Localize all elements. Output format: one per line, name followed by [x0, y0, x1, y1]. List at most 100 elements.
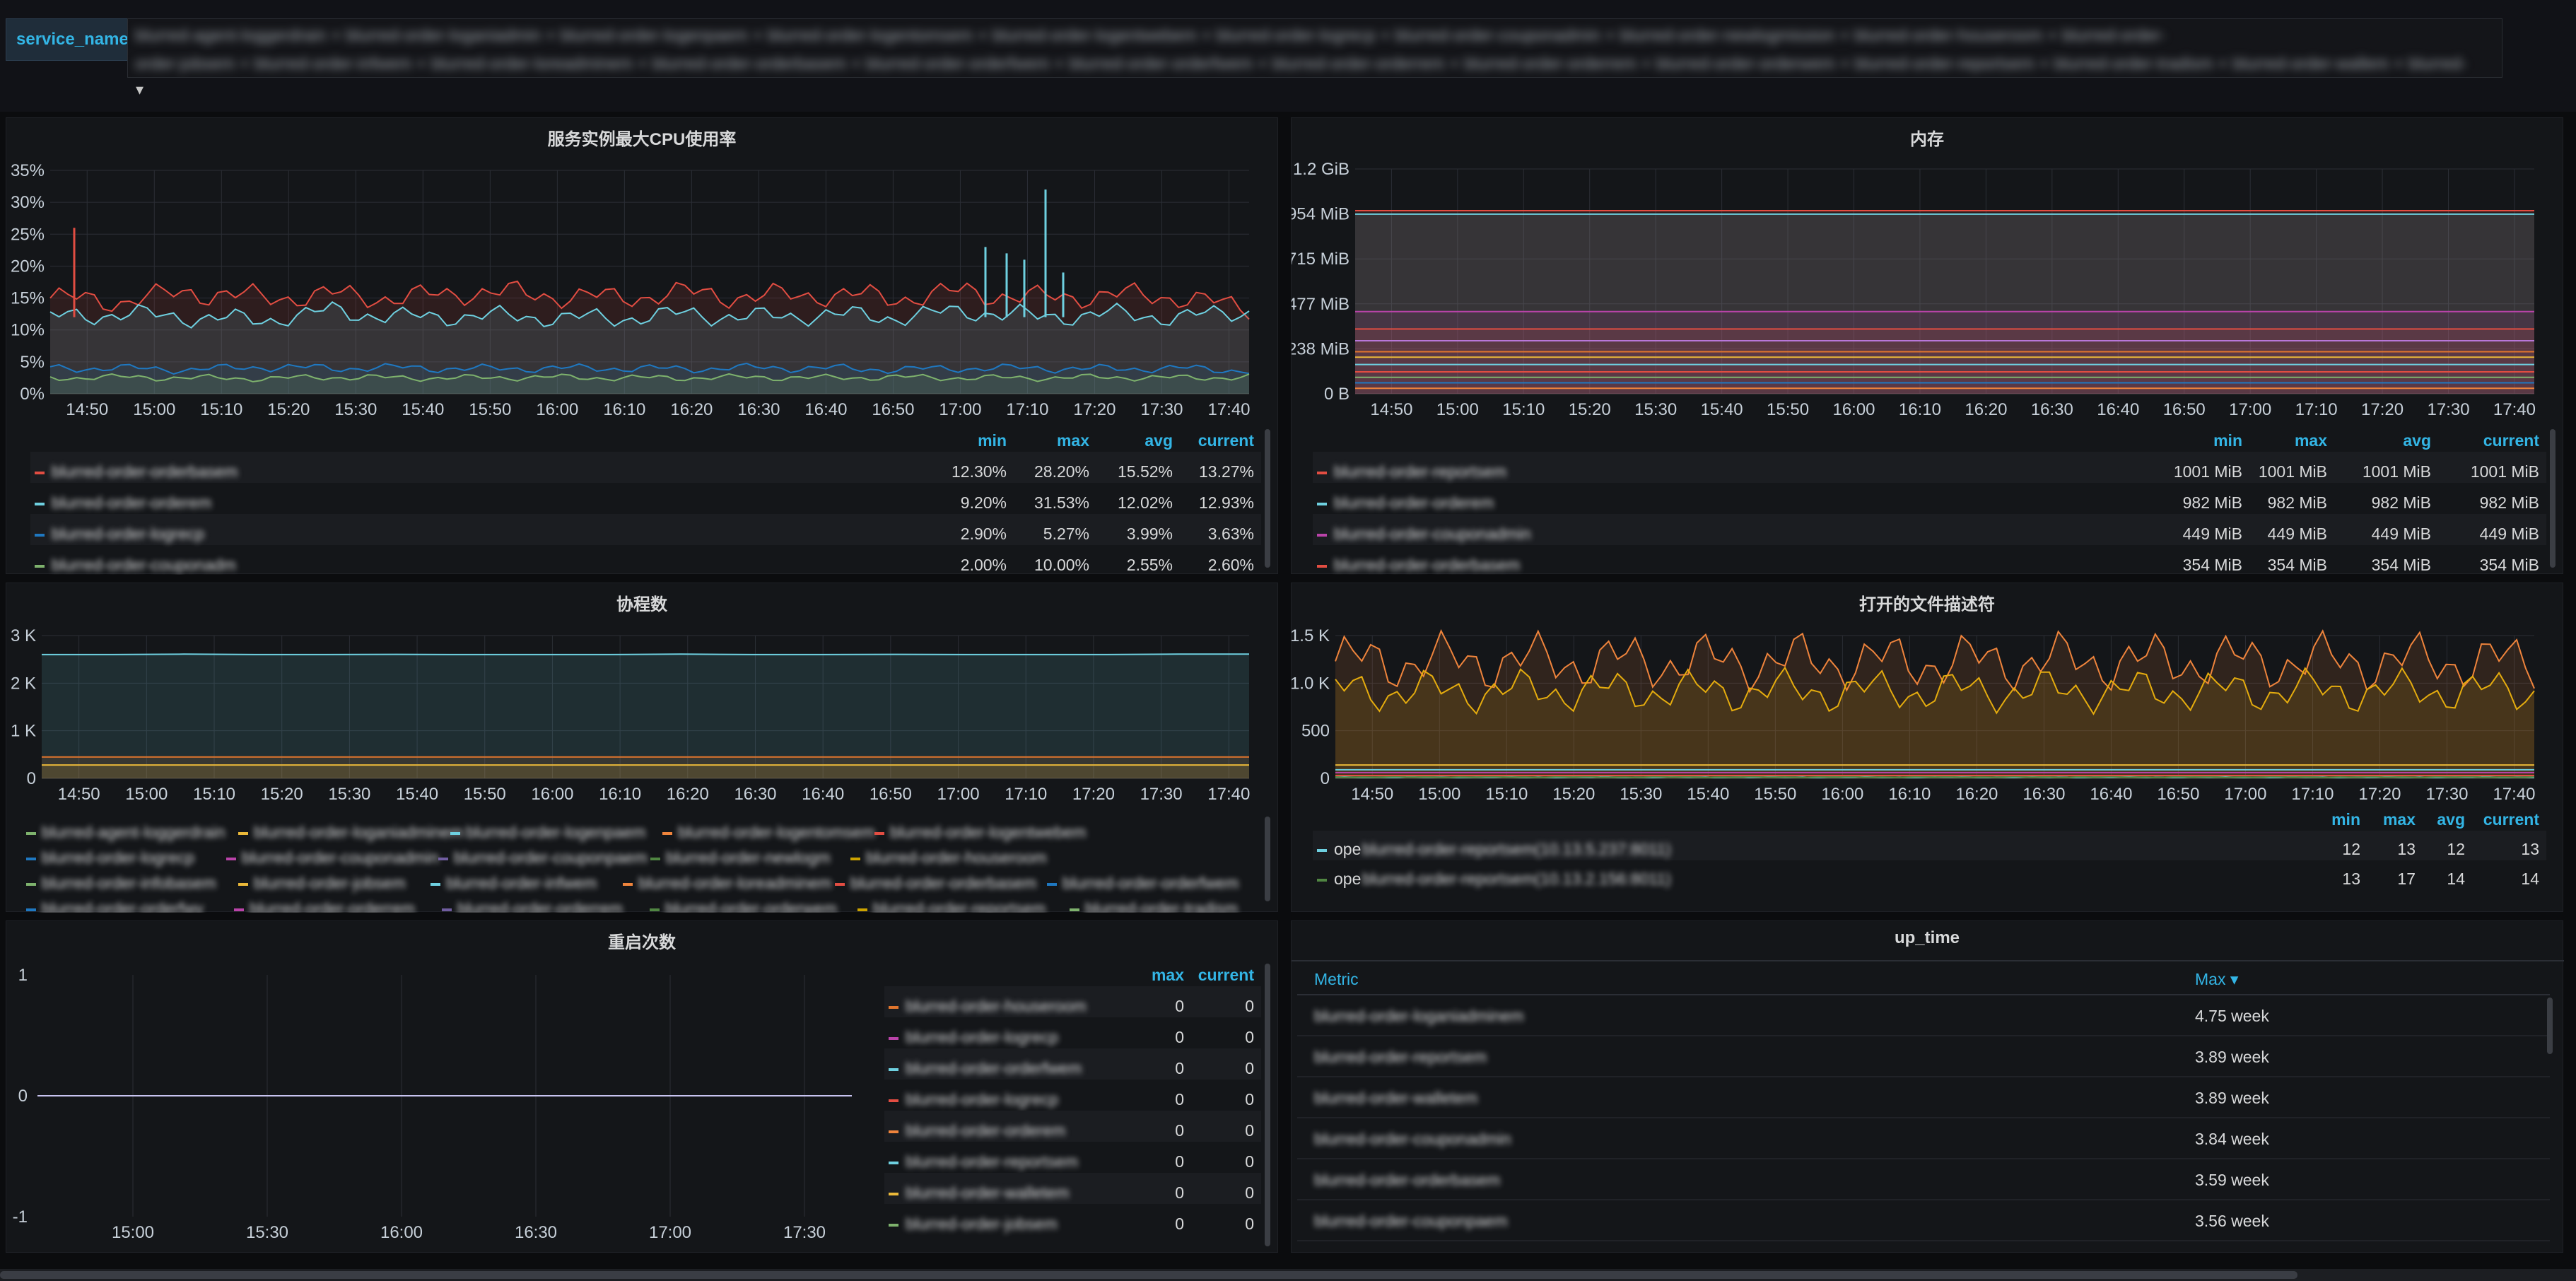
gor-legend-name[interactable]: blurred-order-orderwem: [665, 899, 837, 913]
rst-legend-swatch[interactable]: [889, 1037, 898, 1040]
gor-legend-swatch[interactable]: [1047, 883, 1057, 886]
gor-legend-name[interactable]: blurred-agent-loggerdrain: [42, 823, 226, 841]
uptime-header-metric[interactable]: Metric: [1314, 970, 1359, 988]
cpu-legend-header-current[interactable]: current: [1198, 431, 1255, 450]
gor-legend-name[interactable]: blurred-order-loganiadminem: [254, 823, 464, 841]
gor-legend-name[interactable]: blurred-order-houseroom: [866, 848, 1047, 867]
gor-legend-swatch[interactable]: [26, 883, 36, 886]
gor-legend-name[interactable]: blurred-order-newlogm: [666, 848, 831, 867]
cpu-panel-title[interactable]: 服务实例最大CPU使用率: [547, 130, 737, 149]
mem-legend-name[interactable]: blurred-order-orderem: [1334, 493, 1494, 512]
mem-legend-name[interactable]: blurred-order-couponadmin: [1334, 525, 1531, 543]
gor-legend-name[interactable]: blurred-order-logentwebem: [890, 823, 1086, 841]
gor-legend-name[interactable]: blurred-order-jobsem: [254, 874, 406, 892]
mem-legend-name[interactable]: blurred-order-reportsem: [1334, 462, 1506, 481]
gor-legend-name[interactable]: blurred-order-reportsem: [873, 899, 1046, 913]
gor-legend-name[interactable]: blurred-order-infobasem: [42, 874, 216, 892]
uptime-row-metric[interactable]: blurred-order-walletem: [1314, 1089, 1477, 1107]
rst-legend-name[interactable]: blurred-order-logrecp: [906, 1090, 1058, 1109]
fds-legend-name[interactable]: blurred-order-reportsem(10.13.5.237:8011…: [1362, 840, 1671, 858]
uptime-header-max[interactable]: Max ▾: [2195, 970, 2239, 988]
mem-legend-header-max[interactable]: max: [2295, 431, 2327, 450]
fds-legend-swatch[interactable]: [1317, 879, 1327, 882]
gor-legend-name[interactable]: blurred-order-logenpaem: [466, 823, 645, 841]
cpu-legend-name[interactable]: blurred-order-couponadm: [52, 556, 236, 574]
mem-legend-header-avg[interactable]: avg: [2403, 431, 2431, 450]
rst-legend-scrollbar[interactable]: [1265, 964, 1270, 1246]
fds-legend-header-current[interactable]: current: [2483, 810, 2540, 829]
gor-legend-name[interactable]: blurred-order-logrecp: [42, 848, 194, 867]
gor-legend-swatch[interactable]: [623, 883, 633, 886]
gor-legend-swatch[interactable]: [238, 883, 248, 886]
mem-legend-header-min[interactable]: min: [2213, 431, 2242, 450]
rst-legend-header-max[interactable]: max: [1152, 966, 1184, 984]
gor-legend-name[interactable]: blurred-order-orderrem: [457, 899, 623, 913]
uptime-row-metric[interactable]: blurred-order-loganiadminem: [1314, 1007, 1524, 1025]
rst-legend-swatch[interactable]: [889, 1162, 898, 1164]
rst-legend-name[interactable]: blurred-order-houseroom: [906, 997, 1087, 1015]
fds-legend-name[interactable]: blurred-order-reportsem(10.13.2.156:8011…: [1362, 870, 1671, 888]
cpu-legend-header-avg[interactable]: avg: [1144, 431, 1173, 450]
rst-legend-name[interactable]: blurred-order-orderfwem: [906, 1059, 1082, 1077]
gor-legend-swatch[interactable]: [874, 832, 884, 835]
gor-legend-swatch[interactable]: [835, 883, 845, 886]
gor-legend-name[interactable]: blurred-order-orderfwv: [42, 899, 204, 913]
gor-legend-swatch[interactable]: [26, 832, 36, 835]
rst-legend-name[interactable]: blurred-order-walletem: [906, 1183, 1069, 1202]
memory-panel-title[interactable]: 内存: [1910, 130, 1944, 149]
mem-legend-swatch[interactable]: [1317, 565, 1327, 568]
fds-legend-swatch[interactable]: [1317, 849, 1327, 852]
gor-legend-name[interactable]: blurred-order-orderbasem: [850, 874, 1036, 892]
fds-legend-header-max[interactable]: max: [2383, 810, 2416, 829]
uptime-row-metric[interactable]: blurred-order-couponpaem: [1314, 1212, 1508, 1230]
mem-legend-header-current[interactable]: current: [2483, 431, 2540, 450]
rst-legend-name[interactable]: blurred-order-orderem: [906, 1121, 1065, 1140]
restarts-panel-title[interactable]: 重启次数: [608, 933, 676, 952]
cpu-legend-swatch[interactable]: [35, 534, 45, 537]
mem-legend-name[interactable]: blurred-order-orderbasem: [1334, 556, 1520, 574]
gor-legend-swatch[interactable]: [857, 908, 867, 911]
cpu-legend-swatch[interactable]: [35, 472, 45, 474]
mem-legend-swatch[interactable]: [1317, 534, 1327, 537]
mem-legend-swatch[interactable]: [1317, 503, 1327, 505]
mem-legend-swatch[interactable]: [1317, 472, 1327, 474]
gor-legend-name[interactable]: blurred-order-couponpaem: [454, 848, 648, 867]
gor-legend-name[interactable]: blurred-order-orderrem: [250, 899, 415, 913]
rst-legend-name[interactable]: blurred-order-logrecp: [906, 1028, 1058, 1046]
rst-legend-swatch[interactable]: [889, 1130, 898, 1133]
gor-legend-name[interactable]: blurred-order-tradism: [1085, 899, 1238, 913]
rst-legend-name[interactable]: blurred-order-jobsem: [906, 1215, 1058, 1233]
uptime-row-metric[interactable]: blurred-order-couponadmin: [1314, 1130, 1511, 1148]
page-horizontal-scrollbar[interactable]: [0, 1269, 2576, 1281]
uptime-row-metric[interactable]: blurred-order-orderbasem: [1314, 1171, 1500, 1189]
gor-legend-swatch[interactable]: [1070, 908, 1079, 911]
chevron-down-icon[interactable]: ▾: [136, 81, 144, 98]
gor-legend-swatch[interactable]: [650, 908, 660, 911]
gor-legend-swatch[interactable]: [26, 908, 36, 911]
gor-legend-name[interactable]: blurred-order-logentomsem: [678, 823, 875, 841]
goroutines-panel-title[interactable]: 协程数: [616, 595, 667, 614]
gor-legend-swatch[interactable]: [234, 908, 244, 911]
gor-legend-swatch[interactable]: [450, 832, 460, 835]
rst-legend-swatch[interactable]: [889, 1224, 898, 1227]
gor-legend-name[interactable]: blurred-order-couponadmin: [242, 848, 439, 867]
gor-legend-name[interactable]: blurred-order-infwem: [446, 874, 597, 892]
gor-legend-swatch[interactable]: [442, 908, 452, 911]
gor-legend-swatch[interactable]: [226, 858, 236, 860]
gor-legend-scrollbar[interactable]: [1265, 817, 1270, 901]
rst-legend-header-current[interactable]: current: [1198, 966, 1255, 984]
gor-legend-swatch[interactable]: [850, 858, 860, 860]
gor-legend-swatch[interactable]: [26, 858, 36, 860]
cpu-legend-swatch[interactable]: [35, 565, 45, 568]
gor-legend-name[interactable]: blurred-order-orderfwem: [1062, 874, 1239, 892]
uptime-table-scrollbar[interactable]: [2547, 998, 2553, 1054]
gor-legend-swatch[interactable]: [238, 832, 248, 835]
gor-legend-name[interactable]: blurred-order-loreadminem: [638, 874, 832, 892]
scrollbar-thumb[interactable]: [0, 1271, 2297, 1279]
cpu-legend-name[interactable]: blurred-order-logrecp: [52, 525, 204, 543]
cpu-legend-name[interactable]: blurred-order-orderem: [52, 493, 211, 512]
fds-panel-title[interactable]: 打开的文件描述符: [1859, 595, 1995, 614]
gor-legend-swatch[interactable]: [438, 858, 448, 860]
cpu-legend-swatch[interactable]: [35, 503, 45, 505]
cpu-legend-header-max[interactable]: max: [1057, 431, 1089, 450]
